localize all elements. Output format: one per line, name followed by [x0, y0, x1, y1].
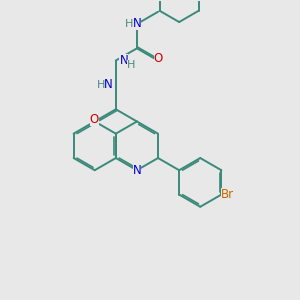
Text: O: O: [154, 52, 163, 65]
Text: N: N: [133, 164, 141, 177]
Text: H: H: [97, 80, 105, 90]
Text: N: N: [133, 17, 141, 31]
Text: H: H: [125, 19, 134, 29]
Text: N: N: [119, 54, 128, 67]
Text: O: O: [90, 113, 99, 126]
Text: H: H: [127, 60, 136, 70]
Text: N: N: [104, 78, 113, 92]
Text: Br: Br: [221, 188, 235, 201]
